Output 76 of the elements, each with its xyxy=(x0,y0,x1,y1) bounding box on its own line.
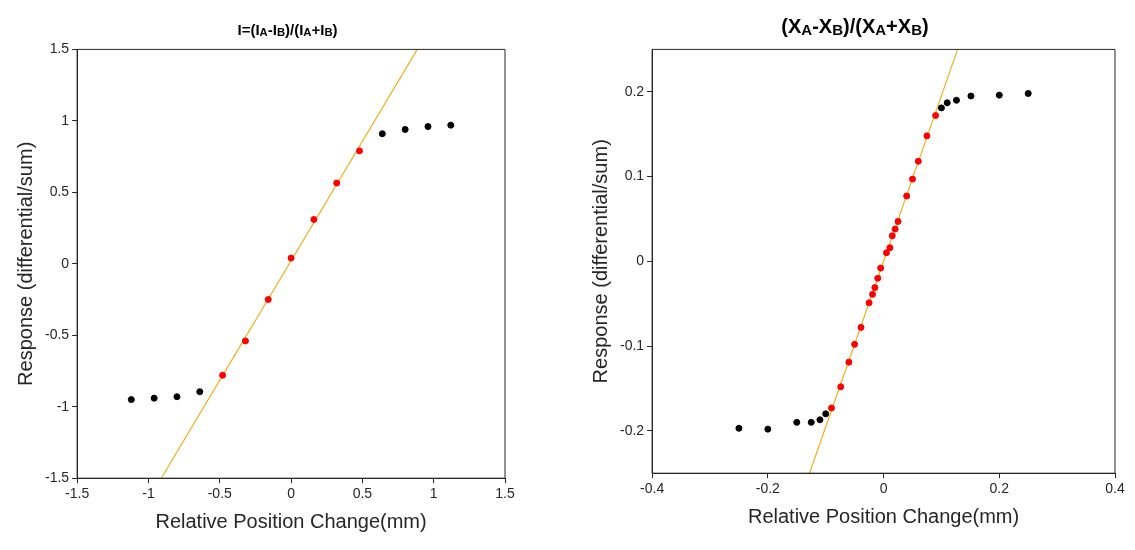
y-tick-label: 1.5 xyxy=(49,40,70,57)
x-tick-label: 0.5 xyxy=(352,485,373,502)
x-tick-label: -0.2 xyxy=(755,480,781,497)
point xyxy=(401,125,409,133)
point xyxy=(871,284,879,292)
point xyxy=(310,215,318,223)
point xyxy=(865,299,873,307)
point xyxy=(793,418,801,426)
point xyxy=(903,192,911,200)
point xyxy=(219,371,227,379)
point xyxy=(845,358,853,366)
point xyxy=(173,393,181,401)
y-tick-label: -1 xyxy=(56,397,70,414)
point xyxy=(869,290,877,298)
point xyxy=(923,132,931,140)
point xyxy=(196,388,204,396)
chart-title: (X$_{A}$-X$_{B}$)/(X$_{A}$+X$_{B}$) xyxy=(781,15,929,38)
point xyxy=(264,296,272,304)
point xyxy=(932,112,940,120)
x-axis-title: Relative Position Change(mm) xyxy=(155,509,427,532)
point xyxy=(857,323,865,331)
chart-title: I=(I$_{A}$-I$_{B}$)/(I$_{A}$+I$_{B}$) xyxy=(237,21,338,38)
y-tick-label: 1 xyxy=(61,111,70,128)
point xyxy=(807,418,815,426)
point xyxy=(378,130,386,138)
y-tick-label: -1.5 xyxy=(45,469,70,486)
point xyxy=(764,425,772,433)
y-tick-label: 0 xyxy=(61,254,70,271)
point xyxy=(333,179,341,187)
y-axis-title: Response (differential/sum) xyxy=(588,139,611,384)
point xyxy=(816,416,824,424)
x-tick-label: 0 xyxy=(287,485,296,502)
x-tick-label: 1 xyxy=(429,485,438,502)
point xyxy=(891,225,899,233)
point xyxy=(1024,89,1032,97)
point xyxy=(877,264,885,272)
point xyxy=(952,96,960,104)
point xyxy=(356,147,364,155)
x-tick-label: -1 xyxy=(142,485,155,502)
y-axis-title: Response (differential/sum) xyxy=(13,141,36,386)
x-tick-label: -0.4 xyxy=(640,480,665,497)
point xyxy=(735,424,743,432)
x-axis-title: Relative Position Change(mm) xyxy=(747,504,1020,527)
point xyxy=(127,396,135,404)
y-tick-label: -0.1 xyxy=(620,336,645,353)
point xyxy=(937,104,945,112)
point xyxy=(287,254,295,262)
x-tick-label: 0 xyxy=(879,480,888,497)
x-tick-label: 1.5 xyxy=(495,485,515,502)
point xyxy=(241,337,249,345)
x-tick-label: -0.5 xyxy=(207,485,233,502)
point xyxy=(914,157,922,165)
y-tick-label: 0.5 xyxy=(49,183,70,200)
x-tick-label: 0.2 xyxy=(989,480,1010,497)
point xyxy=(882,249,890,257)
point xyxy=(943,99,951,107)
point xyxy=(447,121,455,129)
y-tick-label: -0.5 xyxy=(45,326,70,343)
point xyxy=(851,340,859,348)
point xyxy=(995,91,1003,99)
point xyxy=(886,244,894,252)
point xyxy=(822,410,830,418)
y-tick-label: -0.2 xyxy=(620,421,645,438)
point xyxy=(150,394,158,402)
point xyxy=(888,232,896,240)
point xyxy=(894,217,902,225)
y-tick-label: 0 xyxy=(636,252,645,269)
y-tick-label: 0.1 xyxy=(624,167,645,184)
x-tick-label: 0.4 xyxy=(1105,480,1125,497)
point xyxy=(424,123,432,131)
point xyxy=(967,92,975,100)
point xyxy=(827,404,835,412)
point xyxy=(837,383,845,391)
point xyxy=(874,274,882,282)
point xyxy=(908,175,916,183)
y-tick-label: 0.2 xyxy=(624,82,645,99)
